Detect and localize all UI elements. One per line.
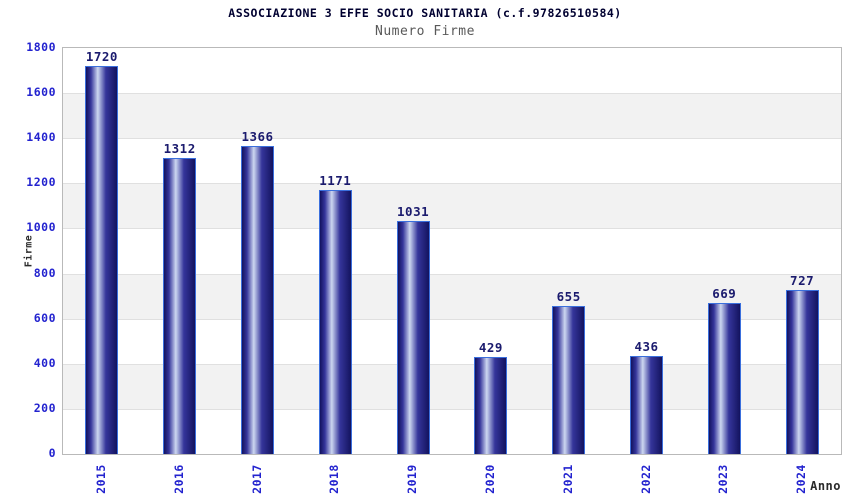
bar-value-label: 1720: [85, 49, 118, 65]
bar-2022: [630, 355, 663, 454]
bar-2016: [163, 158, 197, 454]
x-tick-label: 2020: [482, 464, 497, 494]
x-tick-label: 2023: [716, 464, 731, 494]
bar-2017: [241, 145, 274, 454]
bar-value-label: 1031: [397, 204, 430, 220]
bar-value-label: 436: [634, 338, 659, 354]
bar-2019: [396, 221, 430, 454]
gridline: [63, 408, 841, 410]
bar-value-label: 669: [712, 286, 737, 302]
gridline: [63, 138, 841, 140]
bar-2023: [707, 303, 741, 454]
bar-value-label: 727: [790, 273, 815, 289]
y-tick-label: 800: [33, 265, 56, 280]
bar-2021: [552, 306, 586, 454]
bar-value-label: 1366: [241, 128, 274, 144]
bar-value-label: 1171: [319, 172, 352, 188]
y-tick-label: 200: [33, 400, 56, 415]
x-tick-label: 2024: [794, 464, 809, 494]
x-tick-label: 2019: [405, 464, 420, 494]
gridline: [63, 93, 841, 95]
x-tick-label: 2017: [249, 464, 264, 494]
x-tick-label: 2022: [638, 464, 653, 494]
gridline: [63, 273, 841, 275]
x-tick-label: 2016: [171, 464, 186, 494]
y-tick-label: 600: [33, 310, 56, 325]
y-tick-label: 1400: [26, 130, 56, 145]
y-tick-label: 1800: [26, 40, 56, 54]
background-band: [63, 93, 841, 139]
plot-area: [62, 47, 842, 455]
y-tick-label: 1200: [26, 175, 56, 190]
y-tick-label: 400: [33, 355, 56, 370]
bar-value-label: 1312: [163, 141, 196, 157]
bar-value-label: 429: [478, 340, 503, 356]
bar-2020: [474, 357, 508, 454]
y-tick-label: 1000: [26, 220, 56, 235]
chart-subtitle: Numero Firme: [375, 24, 475, 39]
x-tick-label: 2015: [93, 464, 108, 494]
x-tick-label: 2021: [560, 464, 575, 494]
bar-value-label: 655: [556, 289, 581, 305]
bar-2015: [85, 66, 119, 454]
x-axis-title: Anno: [810, 479, 841, 493]
chart-title: ASSOCIAZIONE 3 EFFE SOCIO SANITARIA (c.f…: [228, 6, 622, 20]
gridline: [63, 363, 841, 365]
x-tick-label: 2018: [327, 464, 342, 494]
bar-2024: [785, 290, 819, 454]
y-tick-label: 0: [48, 446, 56, 460]
gridline: [63, 183, 841, 185]
y-tick-label: 1600: [26, 85, 56, 100]
gridline: [63, 318, 841, 320]
gridline: [63, 228, 841, 230]
bar-2018: [318, 189, 352, 454]
y-axis-title: Firme: [23, 234, 35, 268]
